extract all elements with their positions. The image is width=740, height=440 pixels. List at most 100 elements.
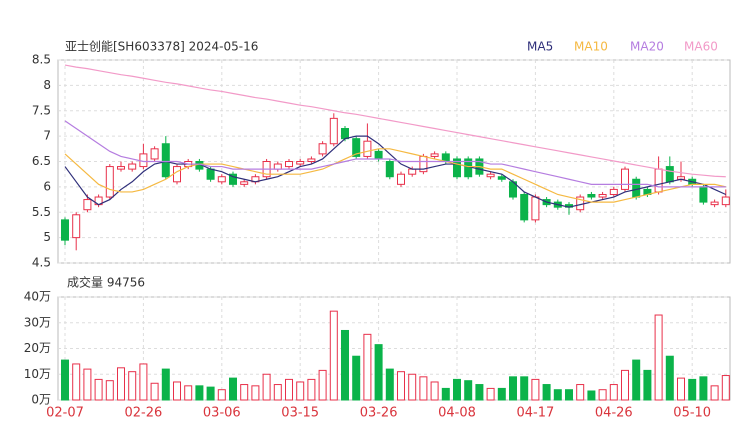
candle-body — [520, 193, 529, 221]
volume-bar — [475, 384, 484, 401]
volume-bar — [206, 386, 215, 401]
volume-bar — [229, 377, 237, 401]
volume-tick-label: 0万 — [31, 393, 51, 407]
volume-bar — [173, 381, 181, 401]
candle-body — [352, 138, 361, 157]
x-tick-label: 03-26 — [360, 406, 398, 421]
candle-body — [385, 161, 394, 178]
chart-title: 亚士创能[SH603378] 2024-05-16 — [65, 40, 258, 54]
legend-entry: MA60 — [684, 40, 718, 54]
y-tick-label: 7.5 — [32, 103, 51, 117]
volume-bar — [262, 373, 271, 401]
y-tick-label: 7 — [43, 129, 51, 143]
candle-body — [453, 158, 461, 178]
candle-body — [105, 166, 114, 198]
candle-body — [341, 128, 349, 140]
volume-bar — [531, 378, 540, 401]
volume-bar — [128, 371, 137, 401]
volume-bar — [240, 384, 249, 401]
volume-bar — [363, 333, 372, 401]
candle-body — [408, 168, 417, 175]
volume-bar — [453, 378, 461, 401]
candle-body — [710, 201, 719, 206]
candle-body — [430, 153, 439, 157]
candle-body — [150, 148, 159, 160]
candle-body — [665, 166, 674, 183]
volume-bar — [565, 389, 573, 401]
volume-bar — [352, 355, 361, 401]
candle-body — [721, 196, 730, 206]
x-tick-label: 02-26 — [125, 406, 163, 421]
candle-body — [117, 166, 125, 170]
candle-body — [139, 153, 148, 168]
volume-bar — [105, 380, 114, 401]
volume-bar — [419, 376, 428, 401]
y-tick-label: 5.5 — [32, 205, 51, 219]
volume-bar — [273, 384, 282, 401]
candle-body — [61, 219, 69, 241]
volume-tick-label: 40万 — [24, 290, 51, 304]
candle-body — [128, 163, 137, 170]
volume-bar — [307, 378, 316, 401]
volume-bar — [464, 380, 473, 401]
candle-body — [329, 117, 338, 145]
volume-bar — [699, 376, 708, 401]
candle-body — [497, 176, 506, 180]
volume-bar — [408, 373, 417, 401]
x-tick-label: 02-07 — [46, 406, 84, 421]
x-tick-label: 04-08 — [438, 406, 476, 421]
volume-bar — [72, 363, 81, 401]
x-tick-label: 03-06 — [203, 406, 241, 421]
candle-body — [173, 166, 181, 183]
volume-bar — [184, 385, 193, 401]
volume-bar — [61, 359, 69, 401]
candle-body — [229, 173, 237, 185]
candle-body — [273, 163, 282, 170]
volume-tick-label: 30万 — [24, 315, 51, 329]
volume-bar — [374, 344, 383, 401]
y-tick-label: 6.5 — [32, 154, 51, 168]
volume-bar — [587, 390, 596, 401]
candle-body — [296, 161, 305, 165]
volume-bar — [721, 375, 730, 401]
volume-bar — [632, 359, 641, 401]
volume-bar — [385, 368, 394, 401]
volume-bar — [688, 378, 697, 401]
candle-body — [486, 173, 495, 178]
x-tick-label: 04-17 — [517, 406, 555, 421]
legend-entry: MA5 — [527, 40, 553, 54]
x-tick-label: 04-26 — [595, 406, 633, 421]
volume-bar — [509, 376, 517, 401]
volume-bar — [497, 387, 506, 401]
volume-tick-label: 10万 — [24, 367, 51, 381]
volume-bar — [598, 389, 607, 401]
candle-body — [217, 176, 226, 183]
x-tick-label: 03-15 — [281, 406, 319, 421]
candle-body — [206, 168, 215, 180]
candle-body — [374, 150, 383, 160]
volume-bar — [621, 369, 629, 401]
candle-body — [72, 214, 81, 239]
volume-bar — [430, 381, 439, 401]
candle-body — [632, 178, 641, 198]
candle-body — [587, 193, 596, 198]
volume-bar — [296, 381, 305, 401]
volume-bar — [542, 384, 551, 401]
candle-body — [609, 188, 618, 195]
candle-body — [83, 199, 92, 211]
volume-bar — [520, 376, 529, 401]
ma-line — [64, 135, 727, 208]
volume-bar — [341, 329, 349, 401]
candle-body — [531, 196, 540, 221]
volume-bar — [318, 369, 327, 401]
candle-body — [654, 168, 663, 193]
volume-bar — [710, 385, 719, 401]
legend-entry: MA10 — [574, 40, 608, 54]
volume-bar — [486, 387, 495, 401]
volume-title: 成交量 94756 — [67, 275, 145, 290]
candle-body — [307, 158, 316, 162]
candle-body — [699, 186, 708, 203]
legend-entry: MA20 — [630, 40, 664, 54]
volume-bar — [609, 384, 618, 401]
